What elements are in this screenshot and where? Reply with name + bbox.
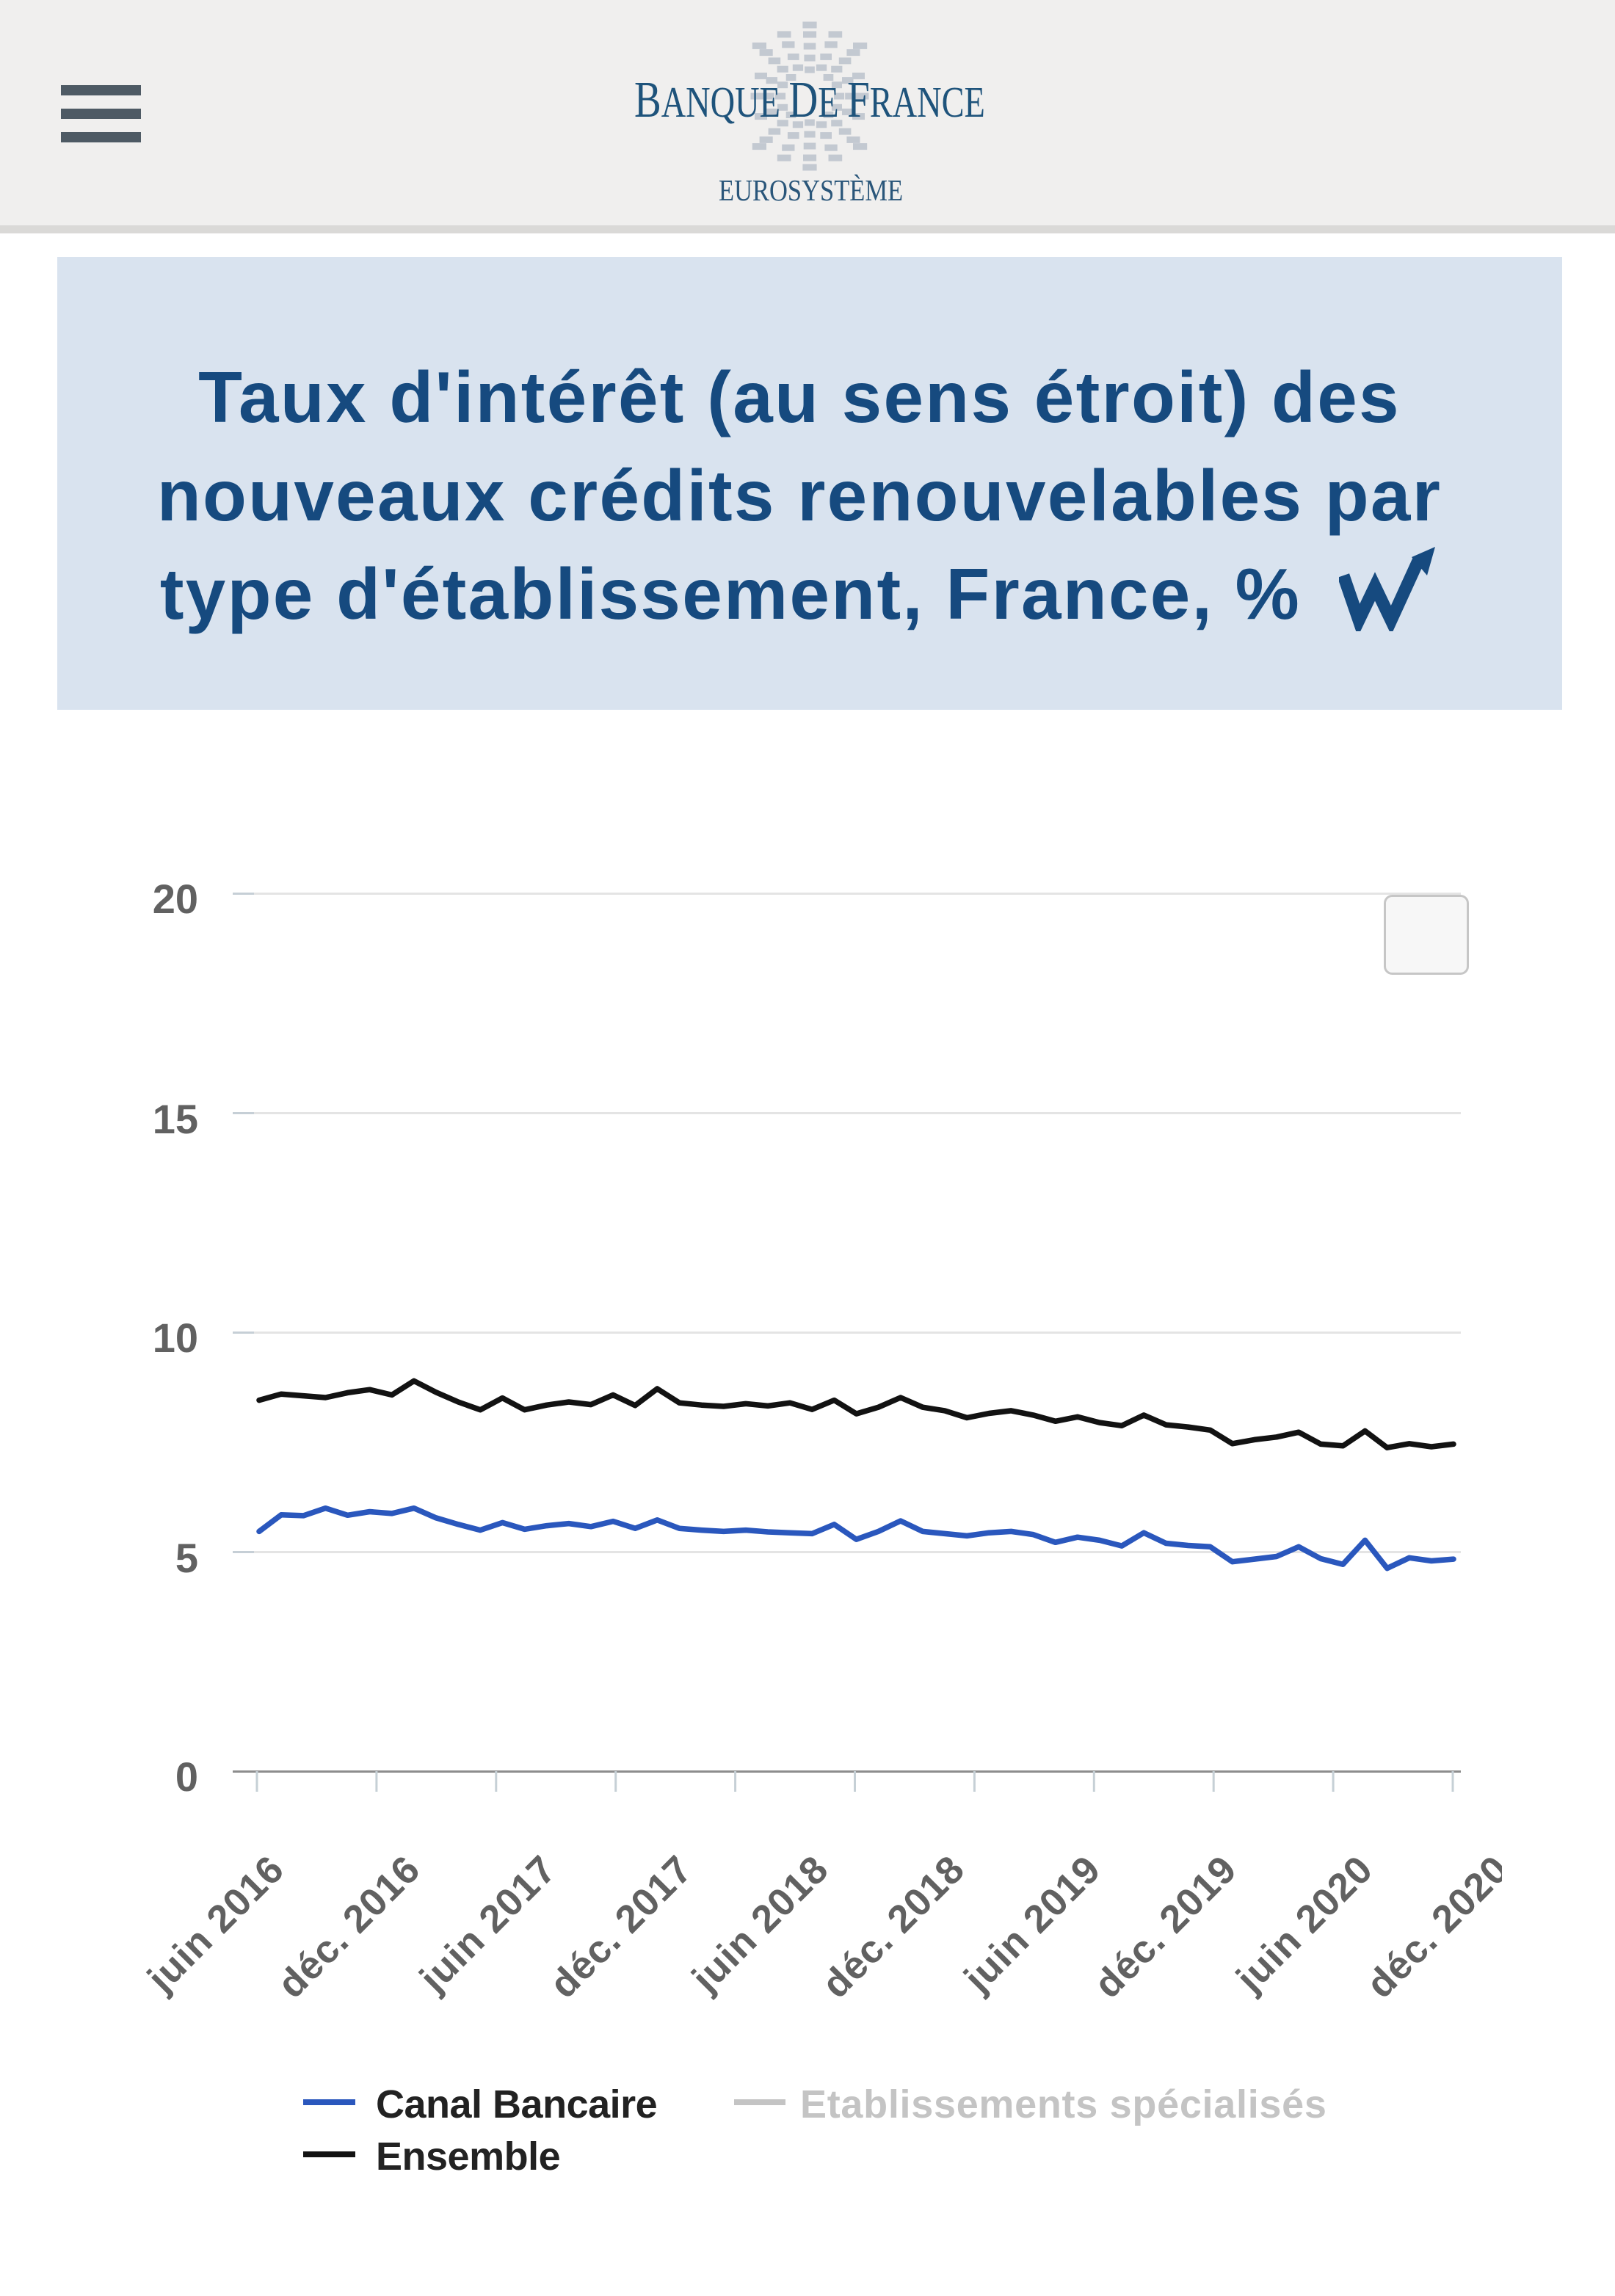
svg-text:0: 0 (175, 1754, 198, 1800)
svg-text:juin 2020: juin 2020 (1227, 1848, 1381, 2001)
svg-text:EUROSYSTÈME: EUROSYSTÈME (719, 174, 903, 207)
svg-text:20: 20 (153, 876, 198, 922)
svg-text:déc. 2019: déc. 2019 (1086, 1848, 1245, 2007)
svg-text:juin 2017: juin 2017 (411, 1848, 565, 2001)
svg-text:Canal Bancaire: Canal Bancaire (376, 2082, 657, 2126)
svg-text:déc. 2020: déc. 2020 (1358, 1848, 1502, 2007)
svg-text:15: 15 (153, 1096, 198, 1142)
svg-text:déc. 2017: déc. 2017 (542, 1848, 701, 2007)
svg-text:Ensemble: Ensemble (376, 2135, 560, 2179)
svg-text:5: 5 (175, 1535, 198, 1581)
svg-text:déc. 2018: déc. 2018 (814, 1848, 973, 2007)
svg-text:juin 2018: juin 2018 (683, 1848, 837, 2001)
svg-text:juin 2016: juin 2016 (139, 1848, 292, 2001)
svg-text:BANQUE DE FRANCE: BANQUE DE FRANCE (634, 71, 985, 128)
svg-text:juin 2019: juin 2019 (956, 1848, 1109, 2001)
svg-text:déc. 2016: déc. 2016 (269, 1848, 429, 2007)
svg-text:10: 10 (153, 1315, 198, 1361)
svg-text:Etablissements spécialisés: Etablissements spécialisés (800, 2082, 1327, 2126)
